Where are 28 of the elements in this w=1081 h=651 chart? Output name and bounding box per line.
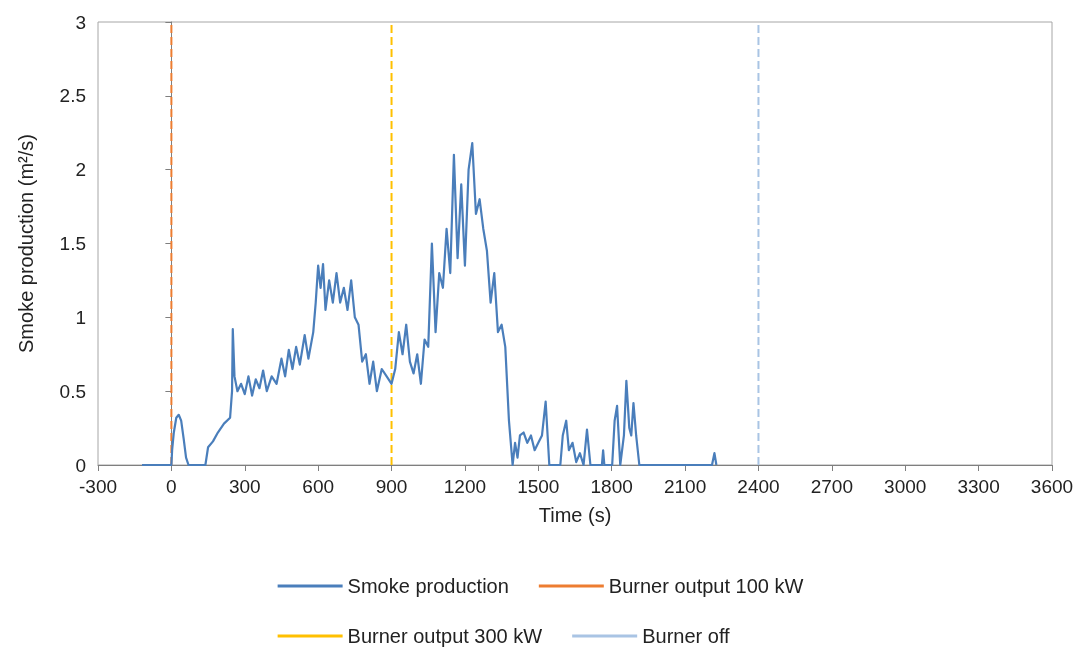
line-series [140, 141, 718, 467]
x-axis-title: Time (s) [538, 504, 612, 526]
legend-label: Burner off [642, 625, 731, 647]
y-tick-label: 0.5 [59, 380, 86, 402]
x-tick-label: 3600 [1030, 476, 1074, 497]
legend-label: Smoke production [347, 575, 509, 597]
y-tick-label: 1.5 [59, 233, 86, 254]
legend-label: Burner output 100 kW [608, 575, 804, 597]
x-tick-label: 3300 [957, 476, 1000, 497]
y-axis-title: Smoke production (m²/s) [15, 134, 37, 353]
x-tick-label: 1500 [517, 476, 560, 497]
x-tick-label: 0 [166, 476, 177, 497]
x-tick-label: 900 [375, 476, 408, 497]
x-tick-label: 600 [302, 476, 335, 497]
x-tick-label: 2400 [737, 476, 780, 497]
y-tick-label: 0 [75, 454, 86, 476]
x-tick-label: 2700 [810, 476, 853, 497]
x-tick-label: 2100 [663, 476, 707, 497]
x-tick-label: 1200 [443, 476, 487, 497]
legend-label: Burner output 300 kW [347, 625, 543, 647]
y-tick-label: 3 [75, 11, 86, 33]
x-tick-label: 300 [228, 476, 261, 497]
x-tick-label: 3000 [884, 476, 927, 497]
y-tick-label: 2 [75, 159, 86, 181]
x-tick-label: -300 [78, 476, 118, 497]
y-tick-label: 2.5 [59, 85, 86, 107]
x-tick-label: 1800 [590, 476, 633, 497]
y-tick-label: 1 [75, 306, 86, 328]
